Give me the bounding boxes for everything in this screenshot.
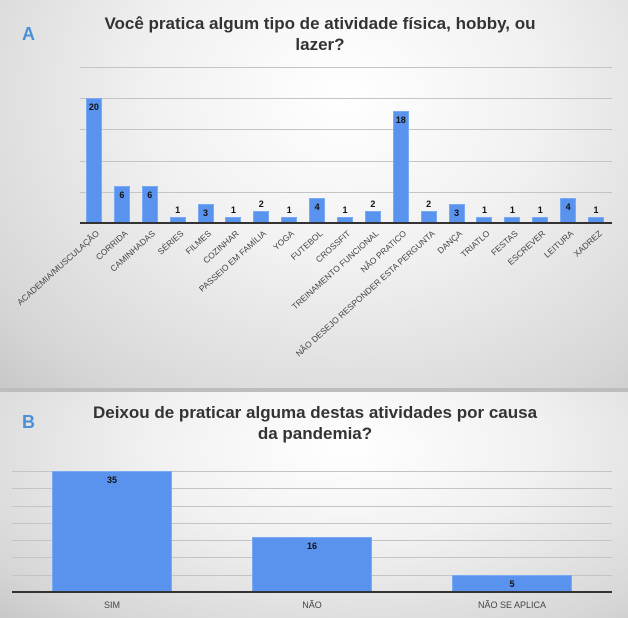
bar-value-label: 1 [230, 204, 236, 215]
chart-a-title-line1: Você pratica algum tipo de atividade fís… [104, 14, 536, 33]
x-axis-label: XADREZ [571, 228, 604, 259]
x-axis-label: NÃO SE APLICA [477, 600, 547, 610]
x-axis-label: LEITURA [542, 228, 576, 260]
gridline [80, 191, 612, 193]
x-axis-label: YOGA [271, 228, 297, 253]
x-axis-label: ACADEMIA/MUSCULAÇÃO [15, 228, 102, 308]
chart-a-title: Você pratica algum tipo de atividade fís… [60, 13, 580, 55]
bar-value-label: 1 [286, 204, 292, 215]
bar-value-label: 4 [314, 202, 320, 213]
bar-value-label: 35 [106, 475, 117, 485]
chart-b-title: Deixou de praticar alguma destas ativida… [55, 402, 575, 444]
gridline [12, 471, 612, 472]
bar-value-label: 1 [537, 204, 543, 215]
chart-a-panel: A Você pratica algum tipo de atividade f… [0, 0, 628, 388]
bar-value-label: 1 [175, 204, 181, 215]
chart-b-title-line1: Deixou de praticar alguma destas ativida… [92, 403, 538, 422]
bar-value-label: 1 [509, 204, 515, 215]
bar-value-label: 1 [481, 204, 487, 215]
bar [85, 98, 102, 223]
x-axis-label: SIM [103, 600, 120, 610]
gridline [80, 67, 612, 68]
gridline [80, 129, 612, 131]
x-axis-label: SÉRIES [155, 228, 186, 257]
bar-value-label: 6 [147, 189, 153, 200]
panel-divider [0, 388, 628, 392]
panel-letter-b: B [22, 412, 35, 432]
bar-value-label: 20 [88, 102, 99, 113]
bar-value-label: 1 [342, 204, 348, 215]
gridline [80, 160, 612, 162]
chart-b-panel: B Deixou de praticar alguma destas ativi… [0, 392, 628, 618]
bar [392, 110, 409, 223]
chart-a-plot: 20 ACADEMIA/MUSCULAÇÃO 6 CORRIDA 6 CAMINHADAS… [15, 67, 612, 358]
bar-value-label: 18 [395, 114, 406, 125]
chart-b-title-line2: da pandemia? [257, 424, 373, 443]
bar-value-label: 2 [258, 198, 264, 209]
gridline [12, 505, 612, 507]
bar-value-label: 2 [370, 198, 376, 209]
chart-a-title-line2: lazer? [295, 35, 345, 54]
bar-value-label: 3 [454, 208, 460, 219]
panel-letter-a: A [22, 24, 35, 44]
bar-value-label: 4 [565, 202, 571, 213]
x-axis-line [12, 591, 612, 593]
gridline [80, 98, 612, 100]
x-axis-label: TRIATLO [459, 228, 493, 260]
bar-value-label: 16 [306, 540, 317, 551]
bar-value-label: 5 [509, 578, 515, 589]
bar [252, 536, 372, 592]
gridline [12, 522, 612, 524]
bar-value-label: 6 [119, 189, 125, 200]
bar [52, 471, 172, 592]
bar-value-label: 1 [593, 204, 599, 215]
bar-value-label: 3 [203, 208, 209, 219]
chart-b-plot: 35 SIM 16 NÃO 5 NÃO SE APLICA [12, 471, 612, 610]
gridline [12, 488, 612, 490]
bar-value-label: 2 [426, 198, 432, 209]
x-axis-line [80, 222, 612, 224]
x-axis-label: NÃO [302, 600, 322, 610]
